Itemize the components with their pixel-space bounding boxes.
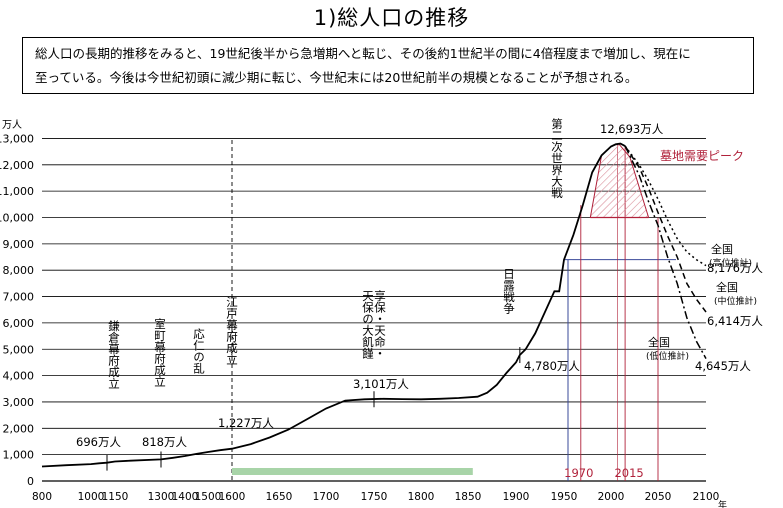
edo-period-band: [232, 468, 473, 475]
y-tick-label: 5,000: [3, 343, 35, 356]
series-line: [41, 142, 626, 468]
event-label: 日露戦争: [502, 268, 516, 315]
x-tick-label: 2100: [693, 491, 720, 503]
y-tick-label: 7,000: [3, 291, 35, 304]
data-label: 8,176万人: [707, 261, 763, 275]
legend-label: 全国: [716, 280, 738, 294]
description-line-2: 至っている。今後は今世紀初頭に減少期に転じ、今世紀末には20世紀前半の規模となる…: [35, 70, 638, 85]
legend-sublabel: (高位推計): [709, 257, 752, 269]
event-label: 江戸幕府成立: [225, 296, 239, 365]
legend-sublabel: (低位推計): [646, 350, 689, 362]
y-tick-label: 9,000: [3, 238, 35, 251]
y-axis-label: 万人: [2, 119, 22, 131]
event-labels: 鎌倉幕府成立 室町幕府成立 応仁の乱 江戸幕府成立 享保・天命・天保の大飢饉 日露戦争 第二…: [107, 117, 564, 389]
legend-sublabel: (中位推計): [714, 295, 757, 307]
event-label: 室町幕府成立: [153, 317, 167, 387]
x-axis-label: 年: [718, 499, 727, 508]
x-tick-label: 1850: [455, 491, 482, 503]
event-label: 天保の大飢饉: [361, 290, 375, 359]
y-tick-label: 1,000: [3, 449, 35, 462]
x-tick-label: 1700: [313, 491, 340, 503]
data-labels: 696万人 818万人 1,227万人 3,101万人 4,780万人 12,693万人 8…: [76, 122, 763, 449]
x-tick-label: 1000: [78, 491, 105, 503]
y-tick-label: 4,000: [3, 370, 35, 383]
data-label: 4,645万人: [695, 359, 751, 373]
y-tick-label: 3,000: [3, 396, 35, 409]
legend-label: 全国: [648, 335, 670, 349]
y-tick-label: 6,000: [3, 317, 35, 330]
y-tick-label: 10,000: [0, 212, 34, 225]
data-label: 818万人: [142, 435, 187, 449]
data-label: 3,101万人: [353, 377, 409, 391]
x-tick-label: 1400: [172, 491, 199, 503]
y-tick-label: 8,000: [3, 264, 35, 277]
data-label: 696万人: [76, 435, 121, 449]
data-label: 4,780万人: [524, 359, 580, 373]
x-tick-label: 1600: [219, 491, 246, 503]
event-label: 応仁の乱: [192, 327, 206, 374]
series-line: [624, 145, 707, 267]
peak-annotation: 墓地需要ピーク: [660, 149, 744, 163]
axis-ticks: 0 1,000 2,000 3,000 4,000 5,000 6,000 7,000 8,00…: [0, 119, 727, 508]
year-label-2015: 2015: [614, 466, 643, 480]
x-tick-label: 1900: [503, 491, 530, 503]
y-tick-label: 12,000: [0, 159, 34, 172]
x-tick-label: 1650: [266, 491, 293, 503]
data-label: 1,227万人: [218, 416, 274, 430]
x-tick-label: 1150: [102, 491, 129, 503]
x-tick-label: 2050: [645, 491, 672, 503]
event-label: 鎌倉幕府成立: [107, 319, 121, 389]
description-box: 総人口の長期的推移をみると、19世紀後半から急増期へと転じ、その後約1世紀半の間…: [22, 37, 754, 94]
series-lines: [41, 142, 707, 468]
y-tick-label: 11,000: [0, 185, 34, 198]
description-line-1: 総人口の長期的推移をみると、19世紀後半から急増期へと転じ、その後約1世紀半の間…: [35, 46, 691, 61]
grid-lines: [42, 138, 706, 482]
x-tick-label: 1300: [148, 491, 175, 503]
x-tick-label: 2000: [598, 491, 625, 503]
page-title: 1)総人口の推移: [313, 6, 470, 30]
data-label: 12,693万人: [600, 122, 664, 136]
x-tick-label: 1800: [408, 491, 435, 503]
x-tick-label: 1950: [551, 491, 578, 503]
legend-label: 全国: [711, 242, 733, 256]
x-tick-label: 1750: [361, 491, 388, 503]
event-label: 第二次世界大戦: [550, 117, 564, 199]
year-label-1970: 1970: [564, 466, 593, 480]
population-chart: 0 1,000 2,000 3,000 4,000 5,000 6,000 7,000 8,00…: [0, 117, 763, 508]
x-tick-label: 1500: [195, 491, 222, 503]
y-tick-label: 13,000: [0, 132, 34, 145]
y-tick-label: 2,000: [3, 422, 35, 435]
event-label: 享保・天命・: [373, 289, 387, 359]
series-line: [624, 145, 707, 359]
y-tick-label: 0: [27, 475, 34, 488]
series-line: [624, 145, 707, 313]
data-label: 6,414万人: [707, 314, 763, 328]
x-tick-label: 800: [32, 491, 52, 503]
peak-hatch-region: [589, 142, 650, 218]
